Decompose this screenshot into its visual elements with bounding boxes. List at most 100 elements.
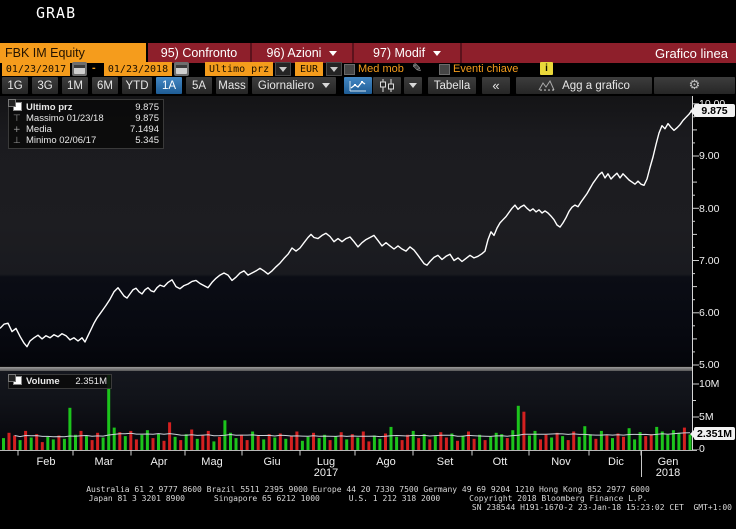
last-price-value-box: 9.875 <box>690 104 735 117</box>
period-5a-button[interactable]: 5A <box>186 77 212 94</box>
frequency-dropdown[interactable]: Giornaliero <box>252 77 336 94</box>
price-field-select[interactable]: Ultimo prz <box>205 62 273 76</box>
legend-label: Ultimo prz <box>26 102 73 113</box>
legend-item-ultimo[interactable]: Ultimo prz 9.875 <box>13 101 159 113</box>
currency-select[interactable]: EUR <box>295 62 323 76</box>
pane-divider-handle[interactable] <box>0 366 693 371</box>
command-line-text[interactable]: GRAB <box>36 4 77 22</box>
settings-button[interactable]: ⚙ <box>654 77 735 94</box>
date-range-separator: - <box>92 62 96 74</box>
security-ticker-field[interactable]: FBK IM Equity <box>0 43 146 63</box>
legend-value: 9.875 <box>135 102 159 113</box>
x-axis-month-label: Set <box>437 456 454 468</box>
chevron-down-icon <box>329 50 338 56</box>
currency-dropdown-arrow[interactable] <box>326 62 342 76</box>
agg-a-grafico-button[interactable]: Agg a grafico <box>516 77 652 94</box>
menu-modif[interactable]: 97) Modif <box>354 43 462 63</box>
x-axis-month-label: Lug <box>317 456 335 468</box>
legend-value: 7.1494 <box>129 124 159 135</box>
eventi-chiave-label: Eventi chiave <box>453 63 519 75</box>
low-marker-icon: ⊥ <box>13 135 21 146</box>
x-axis-svg: Feb Mar Apr Mag Giu Lug Ago Set Ott Nov Dic Gen 2017… <box>0 450 697 479</box>
tabella-button[interactable]: Tabella <box>428 77 476 94</box>
med-mob-checkbox[interactable] <box>344 64 355 75</box>
legend-item-volume[interactable]: Volume 2.351M <box>13 375 107 387</box>
price-axis-label: 6.00 <box>699 307 720 319</box>
x-axis-month-label: Feb <box>37 456 56 468</box>
volume-axis-label: 0 <box>699 443 705 455</box>
candlestick-chart-type-button[interactable] <box>373 77 401 94</box>
title-bar: FBK IM Equity 95) Confronto 96) Azioni 9… <box>0 43 736 63</box>
period-6m-button[interactable]: 6M <box>92 77 118 94</box>
chart-type-more-dropdown[interactable] <box>404 77 422 94</box>
menu-azioni[interactable]: 96) Azioni <box>252 43 354 63</box>
price-axis-label: 9.00 <box>699 150 720 162</box>
price-axis-label: 7.00 <box>699 255 720 267</box>
menu-modif-label: 97) Modif <box>372 46 426 60</box>
year-boundary-tick <box>641 450 642 477</box>
menu-confronto[interactable]: 95) Confronto <box>148 43 252 63</box>
eventi-chiave-checkbox[interactable] <box>439 64 450 75</box>
legend-value: 2.351M <box>75 376 107 387</box>
axis-divider-line <box>692 96 693 450</box>
footer-contact-line: Australia 61 2 9777 8600 Brazil 5511 239… <box>86 485 650 494</box>
line-chart-icon <box>349 80 366 91</box>
period-1g-button[interactable]: 1G <box>2 77 28 94</box>
legend-value: 5.345 <box>135 135 159 146</box>
average-marker-icon: + <box>13 124 21 135</box>
price-axis-label: 5.00 <box>699 359 720 371</box>
chevron-down-icon <box>409 83 417 88</box>
price-field-dropdown-arrow[interactable] <box>275 62 291 76</box>
med-mob-label: Med mob <box>358 63 404 75</box>
calendar-icon[interactable] <box>174 62 189 76</box>
x-axis-month-label: Ago <box>376 456 396 468</box>
volume-axis-label: 5M <box>699 411 714 423</box>
legend-item-minimo[interactable]: ⊥ Minimo 02/06/17 5.345 <box>13 135 159 146</box>
x-axis-year-label: 2017 <box>314 467 338 479</box>
legend-label: Massimo 01/23/18 <box>26 113 104 124</box>
volume-axis-label: 10M <box>699 378 720 390</box>
date-to-field[interactable]: 01/23/2018 <box>104 62 172 76</box>
legend-label: Volume <box>26 376 60 387</box>
menu-azioni-label: 96) Azioni <box>266 46 322 60</box>
price-legend: Ultimo prz 9.875 ⊤ Massimo 01/23/18 9.87… <box>8 99 164 149</box>
legend-label: Media <box>26 124 52 135</box>
x-axis-month-label: Giu <box>263 456 280 468</box>
frequency-label: Giornaliero <box>257 79 315 92</box>
chevron-down-icon <box>433 50 442 56</box>
legend-collapse-icon[interactable] <box>8 99 16 107</box>
calendar-icon[interactable] <box>72 62 87 76</box>
footer-session-line: SN 238544 H191-1670-2 23-Jan-18 15:23:02… <box>471 503 732 512</box>
price-chart-svg[interactable] <box>0 96 736 366</box>
line-chart-type-button[interactable] <box>344 77 372 94</box>
high-marker-icon: ⊤ <box>13 113 21 124</box>
x-axis-month-label: Nov <box>551 456 571 468</box>
date-from-field[interactable]: 01/23/2017 <box>2 62 70 76</box>
menu-confronto-label: 95) Confronto <box>160 46 238 60</box>
x-axis-month-label: Gen <box>658 456 679 468</box>
legend-item-massimo[interactable]: ⊤ Massimo 01/23/18 9.875 <box>13 113 159 124</box>
chevron-down-icon <box>322 83 331 88</box>
candlestick-icon <box>380 79 394 92</box>
period-1m-button[interactable]: 1M <box>62 77 88 94</box>
collapse-panel-button[interactable]: « <box>482 77 510 94</box>
x-axis-month-label: Dic <box>608 456 624 468</box>
legend-label: Minimo 02/06/17 <box>26 135 97 146</box>
page-title: Grafico linea <box>655 45 728 61</box>
gear-icon: ⚙ <box>688 78 701 93</box>
info-icon[interactable]: i <box>540 62 553 75</box>
period-3g-button[interactable]: 3G <box>32 77 58 94</box>
volume-legend: Volume 2.351M <box>8 374 112 389</box>
mass-button[interactable]: Mass <box>216 77 248 94</box>
price-axis-label: 8.00 <box>699 203 720 215</box>
period-ytd-button[interactable]: YTD <box>122 77 152 94</box>
settings-row: 01/23/2017 - 01/23/2018 Ultimo prz EUR M… <box>0 61 736 77</box>
x-axis-month-label: Ott <box>493 456 508 468</box>
legend-collapse-icon[interactable] <box>8 374 16 382</box>
volume-chart-svg[interactable] <box>0 371 736 450</box>
legend-item-media[interactable]: + Media 7.1494 <box>13 124 159 135</box>
period-1a-button-selected[interactable]: 1A <box>156 77 182 94</box>
toolbar-row: 1G 3G 1M 6M YTD 1A 5A Mass Giornaliero <box>0 77 736 94</box>
pencil-icon[interactable]: ✎ <box>412 61 423 75</box>
